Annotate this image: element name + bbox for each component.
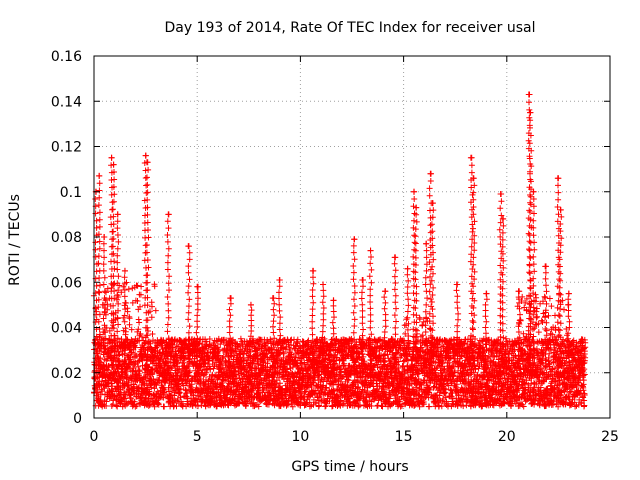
data-point — [123, 401, 130, 408]
data-point — [416, 316, 423, 323]
data-point — [189, 403, 196, 409]
data-point — [174, 359, 181, 366]
data-point — [126, 321, 133, 328]
data-point — [126, 315, 133, 322]
data-point — [110, 397, 117, 404]
data-point — [151, 403, 158, 410]
data-point — [134, 282, 141, 289]
data-point — [143, 375, 149, 382]
data-point — [132, 344, 139, 351]
data-point — [113, 402, 120, 409]
data-point — [277, 380, 283, 387]
data-point — [139, 334, 145, 340]
data-point — [217, 341, 224, 348]
data-point — [104, 285, 111, 292]
data-point — [137, 303, 143, 310]
data-point — [125, 286, 132, 293]
data-point — [135, 358, 142, 365]
data-point — [215, 352, 222, 359]
data-point — [195, 403, 201, 410]
data-point — [105, 362, 112, 369]
data-point — [173, 343, 180, 349]
data-point — [148, 314, 155, 321]
data-point — [148, 346, 155, 353]
data-point — [147, 401, 153, 408]
data-point — [130, 365, 137, 371]
data-point — [426, 403, 433, 410]
data-point — [131, 361, 138, 368]
data-point — [206, 336, 213, 342]
data-point — [135, 326, 142, 333]
data-point — [101, 385, 108, 392]
data-point — [254, 353, 261, 360]
data-point — [218, 360, 225, 367]
data-point — [103, 366, 110, 373]
data-point — [161, 386, 168, 393]
data-point — [149, 331, 156, 337]
data-point — [133, 403, 140, 409]
data-point — [190, 392, 197, 398]
data-point — [103, 289, 109, 296]
data-point — [114, 403, 121, 410]
data-point — [177, 394, 184, 401]
data-point — [134, 328, 141, 335]
data-point — [102, 311, 109, 318]
data-point — [168, 365, 175, 372]
data-point — [169, 344, 176, 351]
data-point — [128, 326, 135, 333]
data-point — [141, 340, 148, 347]
data-point — [253, 347, 260, 354]
data-point — [200, 372, 207, 379]
data-point — [137, 330, 144, 337]
data-point — [161, 403, 168, 410]
grid-lines — [94, 56, 610, 418]
data-point — [122, 393, 129, 399]
data-point — [210, 365, 217, 372]
data-point — [173, 403, 180, 410]
data-point — [155, 401, 162, 408]
data-point — [237, 335, 244, 342]
data-point — [147, 340, 154, 347]
data-point — [137, 291, 144, 298]
data-point — [166, 388, 172, 395]
data-point — [134, 298, 141, 304]
data-point — [129, 299, 136, 306]
data-point — [212, 380, 218, 387]
data-point — [97, 391, 104, 398]
data-point — [155, 377, 162, 383]
data-point — [163, 375, 169, 382]
data-point — [176, 389, 183, 396]
data-point — [219, 355, 226, 361]
data-point — [136, 367, 143, 374]
data-point — [216, 346, 222, 353]
data-points — [90, 91, 589, 410]
data-point — [234, 343, 241, 350]
data-point — [152, 307, 159, 314]
data-point — [374, 402, 381, 409]
data-point — [136, 368, 143, 375]
data-point — [135, 363, 142, 370]
data-point — [206, 384, 212, 391]
data-point — [136, 319, 143, 326]
data-point — [131, 398, 138, 405]
data-point — [132, 403, 139, 410]
data-point — [149, 303, 155, 310]
data-point — [207, 366, 214, 373]
data-point — [177, 386, 184, 392]
data-point — [203, 366, 210, 373]
data-point — [120, 283, 127, 290]
data-point — [138, 283, 145, 290]
data-point — [184, 395, 191, 402]
data-point — [146, 391, 153, 398]
data-point — [233, 375, 240, 382]
data-point — [103, 398, 110, 405]
data-point — [151, 283, 158, 290]
data-point — [154, 401, 161, 408]
data-point — [104, 301, 111, 308]
data-point — [211, 363, 218, 369]
data-point — [150, 376, 157, 382]
data-point — [118, 289, 125, 296]
